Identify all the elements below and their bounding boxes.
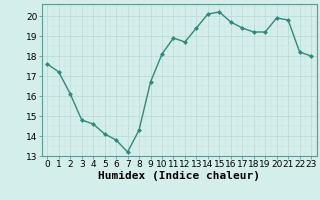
X-axis label: Humidex (Indice chaleur): Humidex (Indice chaleur) bbox=[98, 171, 260, 181]
